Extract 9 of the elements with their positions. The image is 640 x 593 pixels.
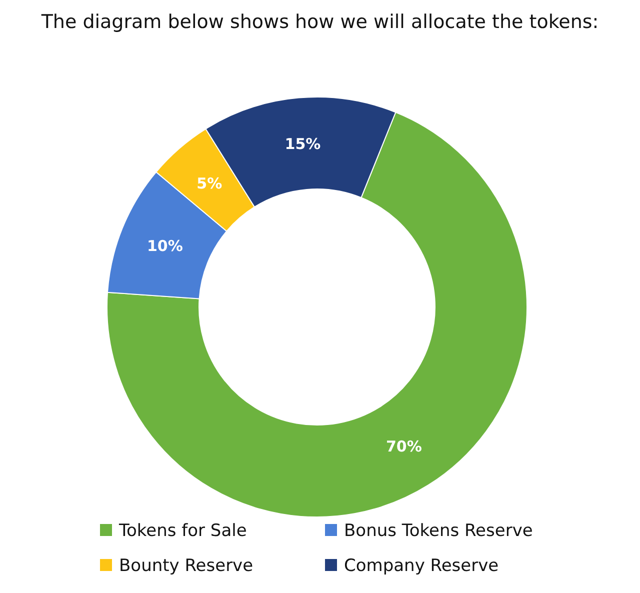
legend-label: Company Reserve: [344, 556, 499, 576]
chart-title: The diagram below shows how we will allocate the tokens:: [40, 11, 599, 33]
data-label: 5%: [196, 174, 222, 192]
data-label: 15%: [284, 134, 321, 153]
legend-label: Bounty Reserve: [119, 556, 254, 576]
data-label: 70%: [386, 437, 422, 456]
legend-label: Bonus Tokens Reserve: [344, 520, 533, 541]
legend-label: Tokens for Sale: [118, 520, 247, 541]
data-label: 10%: [146, 236, 183, 255]
